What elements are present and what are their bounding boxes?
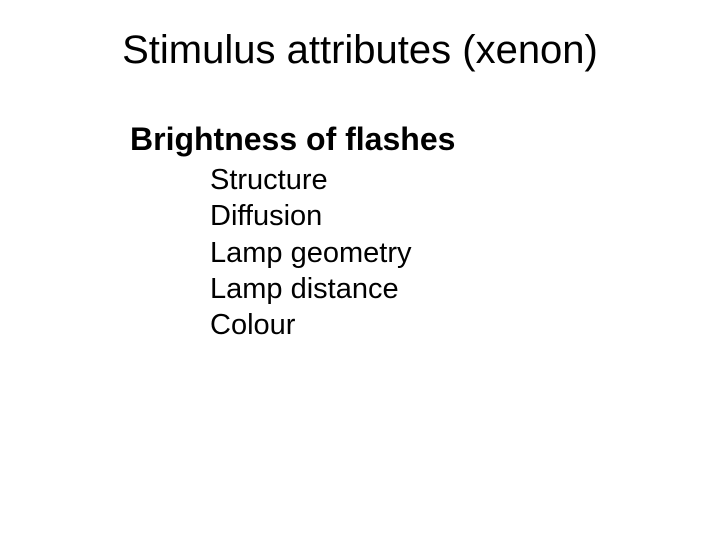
list-item: Lamp distance bbox=[210, 271, 720, 307]
slide-subtitle: Brightness of flashes bbox=[130, 121, 720, 158]
list-item: Lamp geometry bbox=[210, 235, 720, 271]
slide-content: Stimulus attributes (xenon) Brightness o… bbox=[0, 28, 720, 343]
list-item: Diffusion bbox=[210, 198, 720, 234]
list-item: Colour bbox=[210, 307, 720, 343]
slide-title: Stimulus attributes (xenon) bbox=[0, 28, 720, 73]
item-list: Structure Diffusion Lamp geometry Lamp d… bbox=[210, 162, 720, 343]
list-item: Structure bbox=[210, 162, 720, 198]
